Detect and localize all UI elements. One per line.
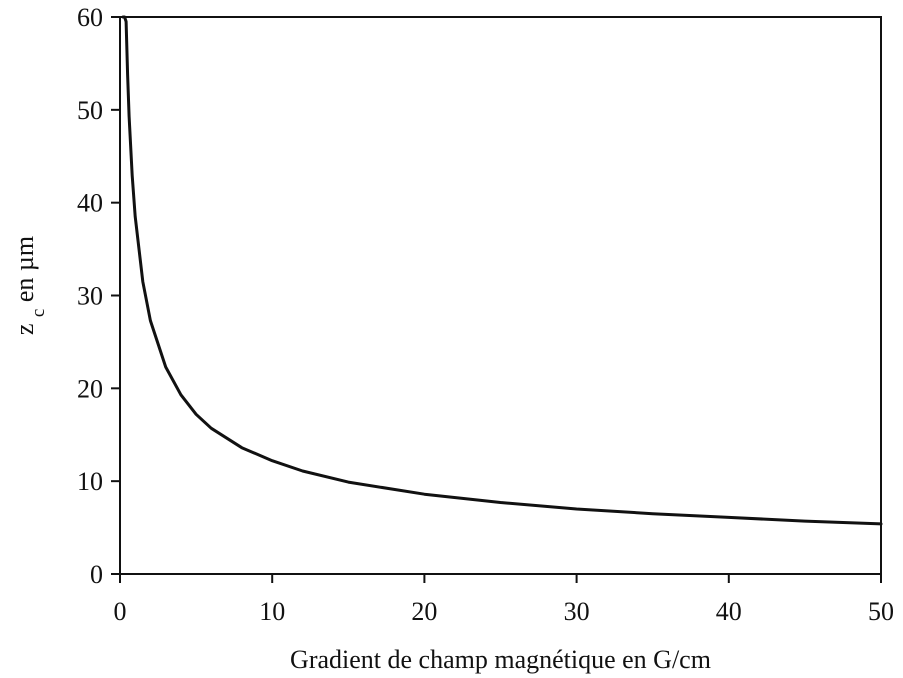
x-tick-label: 0 [114, 597, 127, 626]
x-tick-label: 10 [259, 597, 285, 626]
y-tick-label: 30 [77, 282, 103, 311]
series-layer [121, 15, 883, 526]
x-axis-title: Gradient de champ magnétique en G/cm [290, 645, 711, 674]
y-axis-title-main: z [10, 324, 39, 336]
x-tick-label: 50 [868, 597, 894, 626]
y-axis-title-rest: en µm [10, 236, 39, 302]
y-tick-label: 0 [90, 560, 103, 589]
y-axis-title-sub: c [28, 309, 49, 317]
y-tick-label: 10 [77, 467, 103, 496]
ticks-layer: 0 10 20 30 40 50 0 10 20 30 40 50 60 [77, 3, 894, 626]
x-tick-label: 20 [411, 597, 437, 626]
y-tick-label: 20 [77, 374, 103, 403]
y-tick-label: 50 [77, 96, 103, 125]
series-line [121, 15, 883, 526]
x-tick-label: 30 [564, 597, 590, 626]
x-tick-label: 40 [716, 597, 742, 626]
y-tick-label: 60 [77, 3, 103, 32]
y-axis-title: z c en µm [10, 236, 49, 335]
plot-frame [119, 16, 882, 575]
y-tick-label: 40 [77, 189, 103, 218]
